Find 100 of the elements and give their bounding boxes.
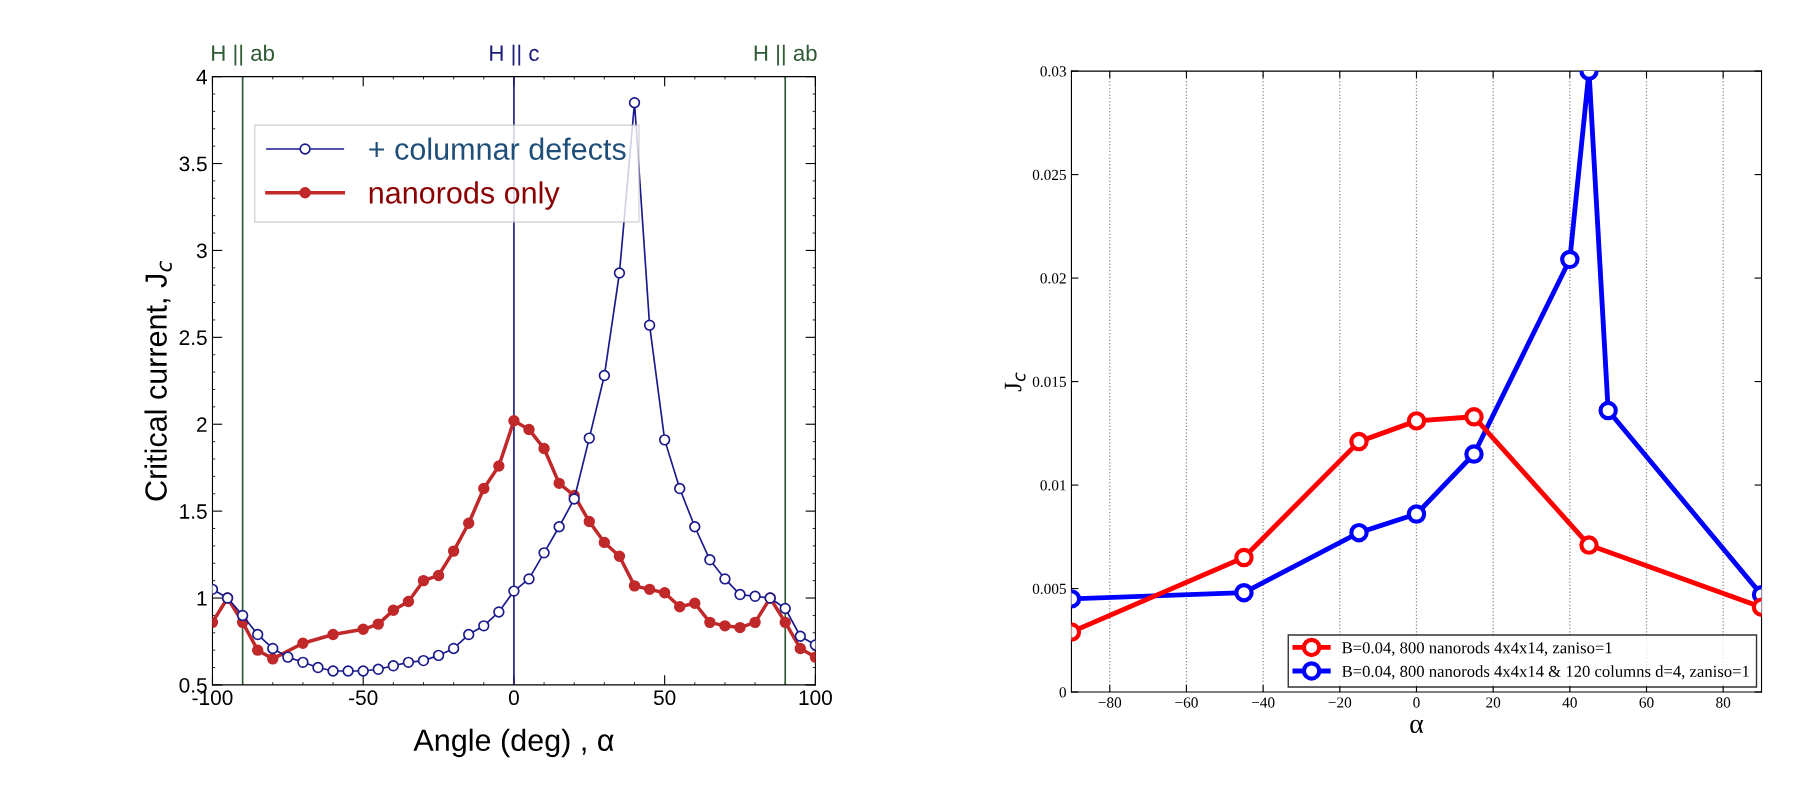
point <box>447 545 460 557</box>
point <box>372 618 384 630</box>
point <box>538 547 550 559</box>
point <box>749 616 761 629</box>
point <box>493 460 505 472</box>
point <box>267 642 279 655</box>
point <box>553 521 565 533</box>
point <box>508 585 520 597</box>
point <box>327 628 339 641</box>
legend-label: nanorods only <box>369 181 560 210</box>
point <box>312 661 324 674</box>
legend-label: B=0.04, 800 nanorods 4x4x14, zaniso=1 <box>1342 641 1612 656</box>
point <box>779 616 791 629</box>
point <box>417 654 430 667</box>
point <box>794 642 807 655</box>
point <box>523 423 535 436</box>
point <box>598 536 611 549</box>
point <box>643 583 656 596</box>
point <box>734 588 746 601</box>
y-tick-label: 0.025 <box>1032 169 1066 181</box>
ref-line-label: H || ab <box>754 44 817 66</box>
x-tick-label: 100 <box>799 690 832 706</box>
point <box>779 602 791 615</box>
x-tick-label: 40 <box>1562 697 1577 708</box>
ref-line-label: H || ab <box>212 44 275 66</box>
point <box>523 573 535 585</box>
y-tick-label: 0.01 <box>1040 480 1066 491</box>
point <box>267 653 279 665</box>
point <box>478 482 490 495</box>
x-axis-title: α <box>1410 719 1424 734</box>
point <box>493 606 505 618</box>
point <box>432 649 445 662</box>
point <box>372 663 384 675</box>
point <box>251 628 264 641</box>
point <box>508 415 520 427</box>
point <box>734 621 746 634</box>
x-tick-label: -50 <box>349 690 378 706</box>
point <box>432 569 445 582</box>
point <box>674 482 686 495</box>
y-tick-label: 0.005 <box>1032 583 1066 595</box>
point <box>658 434 671 446</box>
point <box>297 656 309 669</box>
point <box>357 665 369 677</box>
point <box>553 477 565 490</box>
x-tick-label: 60 <box>1639 697 1654 708</box>
point <box>387 604 400 616</box>
x-tick-label: −20 <box>1328 697 1352 708</box>
point <box>1349 431 1369 452</box>
point <box>1406 411 1427 431</box>
point <box>357 623 369 636</box>
point <box>643 319 656 331</box>
point <box>704 554 716 566</box>
point <box>1464 407 1484 427</box>
x-tick-label: −60 <box>1175 697 1198 708</box>
point <box>342 665 354 677</box>
point <box>674 601 686 613</box>
y-tick-label: 4 <box>196 69 207 85</box>
point <box>478 620 490 632</box>
x-tick-label: 0 <box>1413 697 1420 708</box>
point <box>1406 504 1427 524</box>
point <box>583 515 595 528</box>
point <box>658 587 671 599</box>
point <box>402 656 415 669</box>
y-tick-label: 0.015 <box>1032 376 1066 388</box>
y-tick-label: 3 <box>196 243 207 259</box>
y-tick-label: 0.02 <box>1040 273 1066 284</box>
point <box>463 517 475 529</box>
point <box>613 267 626 279</box>
point <box>327 665 339 677</box>
point <box>447 642 460 655</box>
y-tick-label: 2 <box>197 417 207 432</box>
y-tick-label: 1.5 <box>180 504 207 519</box>
y-axis-title: J$_{c}$ <box>1004 372 1026 392</box>
point <box>794 630 807 642</box>
point <box>297 637 309 649</box>
ref-line-label: H || c <box>490 44 539 66</box>
point <box>1464 444 1484 464</box>
point <box>598 369 611 382</box>
x-tick-label: −80 <box>1098 697 1122 708</box>
point <box>282 651 294 663</box>
point <box>749 590 761 602</box>
point <box>463 628 475 641</box>
point <box>628 97 641 109</box>
point <box>568 493 580 505</box>
x-tick-label: −40 <box>1251 697 1275 708</box>
y-tick-label: 1 <box>197 591 207 606</box>
y-tick-label: 0.03 <box>1040 66 1066 77</box>
point <box>538 442 550 455</box>
y-axis-title: Critical current, J$_{c}$ <box>144 260 172 501</box>
point <box>236 609 249 622</box>
point <box>402 595 415 608</box>
point <box>583 432 595 444</box>
point <box>719 620 731 632</box>
x-tick-label: 50 <box>653 690 676 706</box>
legend-label: + columnar defects <box>369 137 626 160</box>
point <box>417 574 430 587</box>
point <box>719 573 731 585</box>
point <box>628 580 641 592</box>
point <box>613 550 626 563</box>
point <box>689 597 701 609</box>
